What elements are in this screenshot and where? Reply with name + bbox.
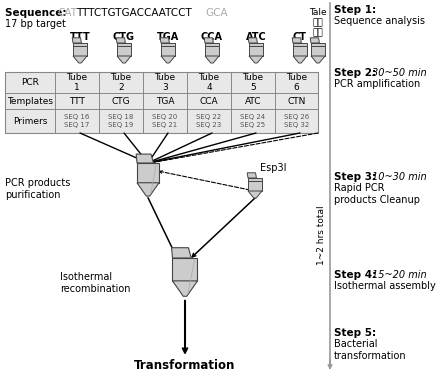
Text: SEQ 32: SEQ 32 [284, 122, 309, 128]
Polygon shape [293, 46, 307, 56]
Text: SEQ 25: SEQ 25 [241, 122, 265, 128]
Text: SEQ 16: SEQ 16 [64, 114, 89, 120]
Text: Rapid PCR
products Cleanup: Rapid PCR products Cleanup [334, 183, 420, 205]
Text: 15~20 min: 15~20 min [372, 270, 427, 280]
Text: SEQ 26: SEQ 26 [284, 114, 309, 120]
Text: SEQ 17: SEQ 17 [64, 122, 89, 128]
Polygon shape [248, 38, 257, 43]
Polygon shape [161, 56, 175, 63]
Text: Step 1:: Step 1: [334, 5, 376, 15]
Text: Tale
骨架
载体: Tale 骨架 载体 [309, 8, 327, 38]
Polygon shape [311, 46, 325, 56]
Text: Sequence:: Sequence: [5, 8, 70, 18]
Text: Esp3I: Esp3I [260, 163, 287, 173]
Text: Tube
2: Tube 2 [110, 73, 132, 92]
Polygon shape [136, 154, 154, 163]
Text: TGA: TGA [156, 97, 174, 106]
Polygon shape [161, 43, 175, 46]
Polygon shape [249, 43, 263, 46]
Polygon shape [116, 38, 125, 43]
Text: SEQ 19: SEQ 19 [108, 122, 134, 128]
Polygon shape [311, 43, 325, 46]
Text: CTG: CTG [112, 97, 130, 106]
Polygon shape [117, 46, 131, 56]
Polygon shape [248, 191, 262, 198]
Text: 10~30 min: 10~30 min [372, 172, 427, 182]
Text: Sequence analysis: Sequence analysis [334, 16, 425, 26]
Polygon shape [72, 38, 82, 43]
Bar [5, 72, 318, 133]
Polygon shape [248, 178, 262, 181]
Text: 17 bp target: 17 bp target [5, 19, 66, 29]
Text: 30~50 min: 30~50 min [372, 68, 427, 78]
Text: CCA: CCA [200, 97, 218, 106]
Polygon shape [137, 163, 159, 183]
Text: Step 3:: Step 3: [334, 172, 380, 182]
Polygon shape [247, 173, 256, 178]
Text: Isothermal
recombination: Isothermal recombination [60, 272, 131, 294]
Text: SEQ 18: SEQ 18 [108, 114, 134, 120]
Polygon shape [172, 258, 198, 281]
Text: Tube
1: Tube 1 [66, 73, 88, 92]
Text: CTG: CTG [113, 32, 135, 42]
Polygon shape [205, 43, 219, 46]
Polygon shape [292, 38, 301, 43]
Text: Transformation: Transformation [134, 359, 236, 372]
Polygon shape [205, 56, 219, 63]
Text: Step 2:: Step 2: [334, 68, 380, 78]
Polygon shape [293, 56, 307, 63]
Polygon shape [73, 56, 87, 63]
Text: PCR products
purification: PCR products purification [5, 178, 70, 200]
Polygon shape [160, 38, 169, 43]
Polygon shape [204, 38, 214, 43]
Polygon shape [73, 43, 87, 46]
Polygon shape [249, 56, 263, 63]
Text: CAT: CAT [57, 8, 77, 18]
Polygon shape [161, 46, 175, 56]
Text: Primers: Primers [13, 116, 47, 125]
Polygon shape [293, 43, 307, 46]
Polygon shape [310, 38, 319, 43]
Polygon shape [311, 56, 325, 63]
Text: SEQ 20: SEQ 20 [152, 114, 178, 120]
Text: Tube
5: Tube 5 [242, 73, 264, 92]
Polygon shape [171, 248, 191, 258]
Text: CT: CT [293, 32, 307, 42]
Polygon shape [248, 181, 262, 191]
Text: SEQ 21: SEQ 21 [152, 122, 178, 128]
Polygon shape [249, 46, 263, 56]
Text: TTT: TTT [70, 32, 90, 42]
Text: TTT: TTT [69, 97, 85, 106]
Text: SEQ 23: SEQ 23 [196, 122, 222, 128]
Text: PCR: PCR [21, 78, 39, 87]
Text: SEQ 24: SEQ 24 [241, 114, 265, 120]
Text: CCA: CCA [201, 32, 223, 42]
Text: Templates: Templates [7, 97, 53, 106]
Text: Step 5:: Step 5: [334, 328, 376, 338]
Text: 1~2 hrs total: 1~2 hrs total [318, 205, 326, 265]
Text: Tube
6: Tube 6 [286, 73, 307, 92]
Text: GCA: GCA [205, 8, 228, 18]
Polygon shape [117, 56, 131, 63]
Polygon shape [137, 183, 159, 196]
Polygon shape [73, 46, 87, 56]
Text: Step 4:: Step 4: [334, 270, 380, 280]
Text: TTTCTGTGACCAATCCT: TTTCTGTGACCAATCCT [76, 8, 192, 18]
Text: ATC: ATC [245, 97, 261, 106]
Text: TGA: TGA [157, 32, 179, 42]
Text: Tube
3: Tube 3 [155, 73, 175, 92]
Polygon shape [117, 43, 131, 46]
Polygon shape [172, 281, 198, 296]
Text: Bacterial
transformation: Bacterial transformation [334, 339, 407, 361]
Text: Tube
4: Tube 4 [198, 73, 220, 92]
Polygon shape [205, 46, 219, 56]
Text: PCR amplification: PCR amplification [334, 79, 420, 89]
Text: CTN: CTN [288, 97, 306, 106]
Text: ATC: ATC [245, 32, 266, 42]
Text: SEQ 22: SEQ 22 [196, 114, 222, 120]
Text: Isothermal assembly: Isothermal assembly [334, 281, 436, 291]
